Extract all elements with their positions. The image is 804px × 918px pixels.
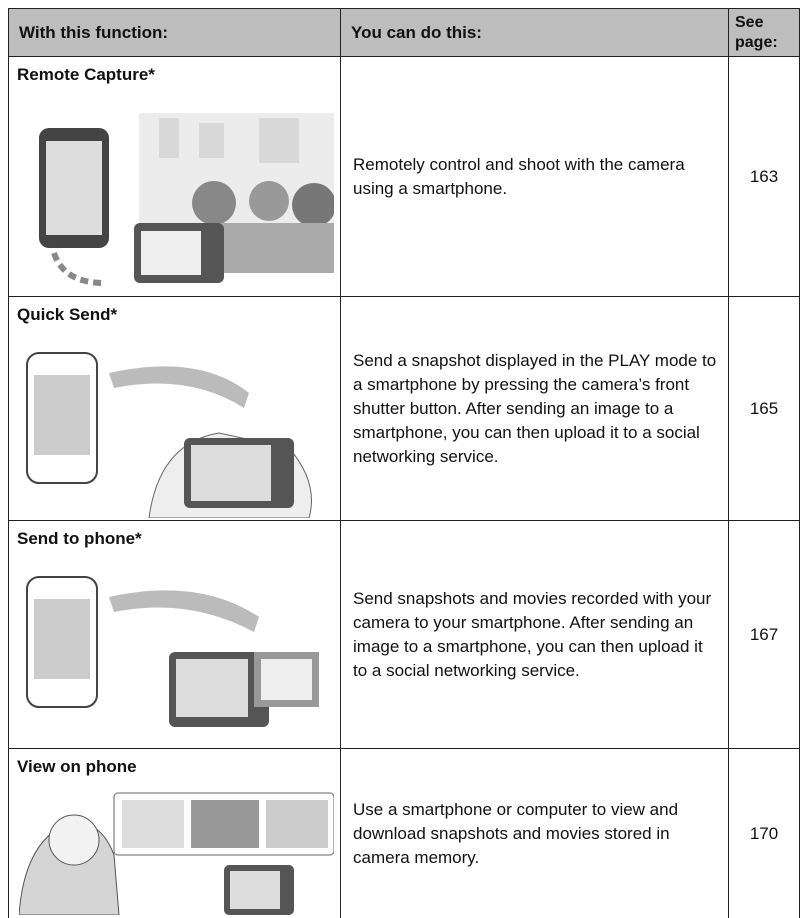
page-number: 170 — [749, 823, 779, 843]
function-cell: Remote Capture* — [8, 57, 340, 296]
header-cell: With this function: — [8, 9, 340, 56]
description-cell: Use a smartphone or computer to view and… — [340, 749, 728, 918]
table: With this function: You can do this: See… — [8, 8, 800, 918]
illustration — [39, 113, 334, 286]
function-name: Quick Send* — [17, 305, 118, 324]
page-cell: 165 — [728, 297, 800, 520]
row: View on phone Use a smartphone or comput… — [8, 748, 800, 918]
page-number: 163 — [749, 166, 779, 186]
header-row: With this function: You can do this: See… — [8, 8, 800, 56]
row: Quick Send* Send a snapshot displayed in… — [8, 296, 800, 520]
page-cell: 170 — [728, 749, 800, 918]
illustration — [19, 792, 334, 915]
page-cell: 167 — [728, 521, 800, 748]
header-cell: You can do this: — [340, 9, 728, 56]
function-name: View on phone — [17, 757, 137, 776]
function-name: Remote Capture* — [17, 65, 155, 84]
page-number: 165 — [749, 398, 779, 418]
row: Remote Capture* Remotely control and sho… — [8, 56, 800, 296]
function-cell: Quick Send* — [8, 297, 340, 520]
illustration — [26, 576, 319, 727]
description: Use a smartphone or computer to view and… — [353, 799, 679, 867]
description: Remotely control and shoot with the came… — [353, 154, 685, 198]
function-cell: View on phone — [8, 749, 340, 918]
function-name: Send to phone* — [17, 529, 142, 548]
function-cell: Send to phone* — [8, 521, 340, 748]
description-cell: Send a snapshot displayed in the PLAY mo… — [340, 297, 728, 520]
header-cell: See page: — [728, 9, 800, 56]
description-cell: Send snapshots and movies recorded with … — [340, 521, 728, 748]
page-number: 167 — [749, 624, 779, 644]
description: Send a snapshot displayed in the PLAY mo… — [353, 350, 717, 466]
description-cell: Remotely control and shoot with the came… — [340, 57, 728, 296]
page-cell: 163 — [728, 57, 800, 296]
description: Send snapshots and movies recorded with … — [353, 588, 712, 680]
row: Send to phone* Send snapshots and movies… — [8, 520, 800, 748]
illustration — [26, 352, 312, 518]
